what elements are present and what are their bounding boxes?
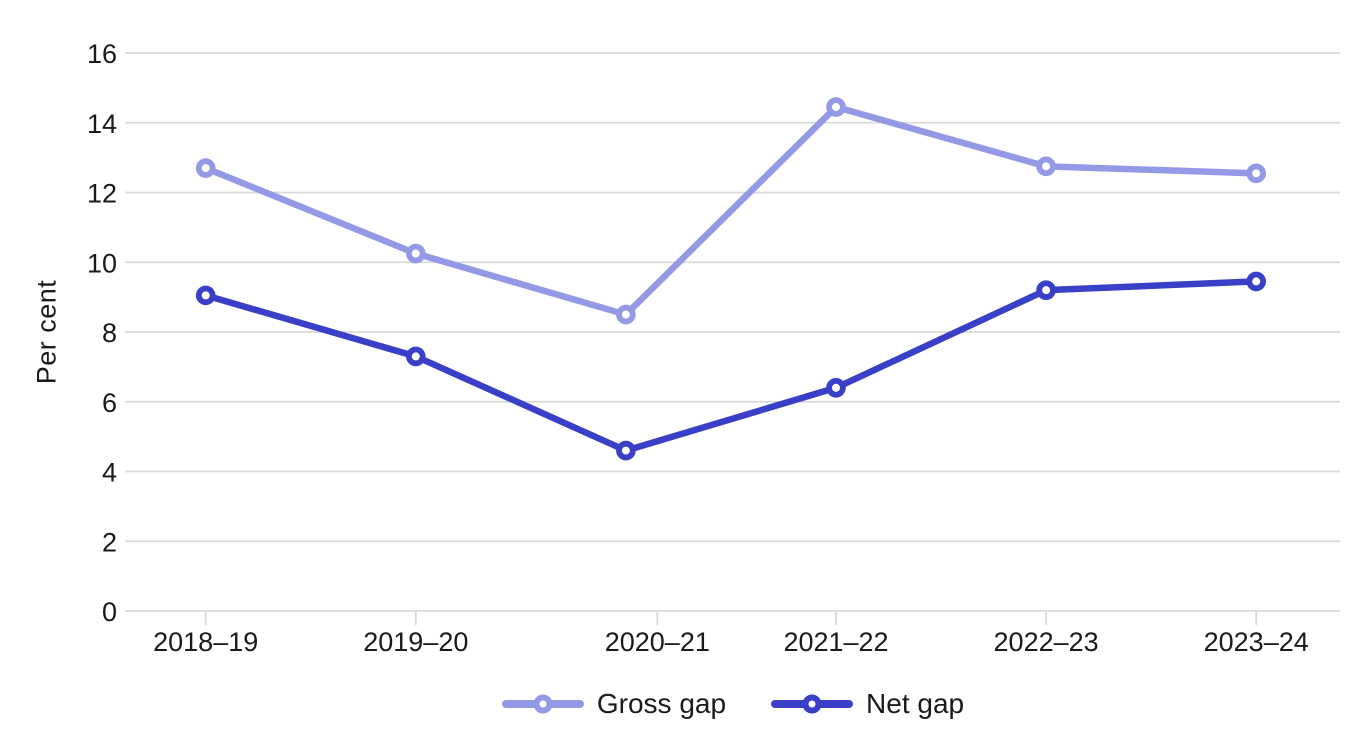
- y-tick-label-0: 0: [102, 597, 117, 627]
- y-tick-label-14: 14: [87, 109, 117, 139]
- gross-gap-point-2019–20: [405, 243, 426, 264]
- gross-gap-point-2022–23: [1036, 156, 1056, 177]
- x-tick-label-2018–19: 2018–19: [153, 627, 258, 657]
- legend-item-net-gap: Net gap: [770, 688, 964, 720]
- legend-item-gross-gap: Gross gap: [501, 688, 726, 720]
- y-tick-label-4: 4: [102, 458, 117, 488]
- net-gap-point-2018–19: [195, 285, 216, 306]
- x-tick-label-2021–22: 2021–22: [783, 627, 888, 657]
- net-gap-line: [202, 278, 1260, 454]
- net-gap-point-2023–24: [1246, 271, 1266, 292]
- net-gap-point-2020–21: [616, 440, 636, 461]
- x-tick-label-2019–20: 2019–20: [363, 627, 468, 657]
- gross-gap-point-2021–22: [826, 97, 846, 117]
- y-tick-label-10: 10: [87, 248, 117, 278]
- x-tick-label-2020–21: 2020–21: [605, 627, 710, 657]
- y-tick-label-2: 2: [102, 527, 117, 557]
- x-tick-label-2023–24: 2023–24: [1204, 627, 1309, 657]
- y-tick-label-6: 6: [102, 388, 117, 418]
- net-gap-point-2022–23: [1036, 280, 1056, 300]
- chart-legend: Gross gap Net gap: [125, 688, 1340, 720]
- net-gap-legend-marker-icon: [771, 694, 854, 714]
- gross-gap-point-2018–19: [195, 158, 216, 178]
- gross-gap-legend-marker-icon: [501, 694, 584, 714]
- y-tick-label-12: 12: [87, 179, 117, 209]
- net-gap-point-2021–22: [826, 377, 846, 398]
- legend-label-net-gap: Net gap: [866, 688, 965, 719]
- gross-gap-line: [202, 103, 1260, 318]
- y-tick-label-8: 8: [102, 318, 117, 348]
- gross-gap-legend-ring: [533, 694, 553, 714]
- net-gap-legend-ring: [802, 694, 822, 714]
- gross-gap-point-2020–21: [616, 304, 636, 325]
- net-gap-point-2019–20: [405, 346, 426, 367]
- gross-gap-point-2023–24: [1246, 163, 1266, 184]
- x-tick-label-2022–23: 2022–23: [994, 627, 1099, 657]
- y-tick-label-16: 16: [87, 39, 117, 69]
- legend-label-gross-gap: Gross gap: [596, 688, 727, 719]
